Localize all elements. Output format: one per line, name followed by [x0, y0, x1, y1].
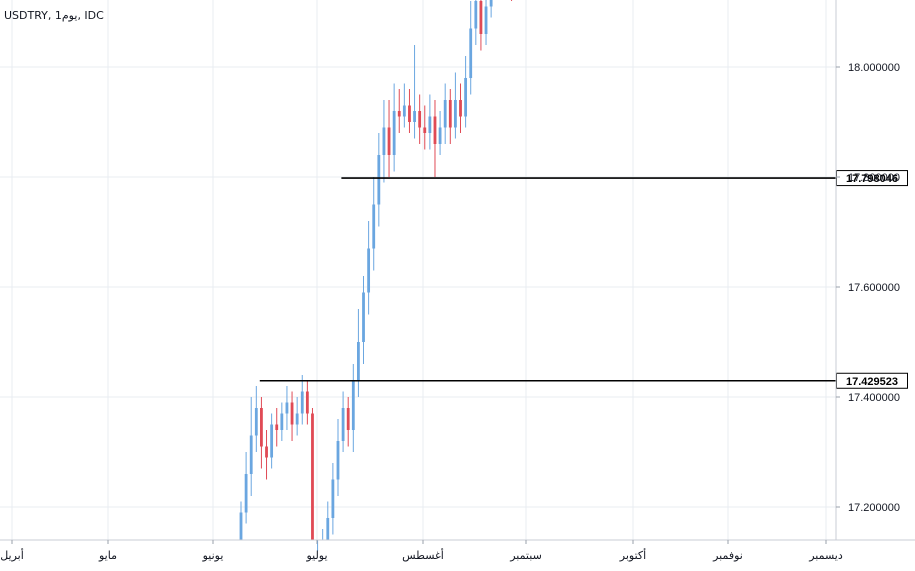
time-tick-label: نوفمبر — [712, 549, 743, 562]
candle-body — [346, 408, 350, 430]
candle-body — [270, 424, 274, 458]
price-axis[interactable]: 17.200000 17.400000 17.600000 17.800000 18.0… — [835, 0, 900, 540]
candle-body — [408, 105, 411, 122]
level-label: 17.429523 — [846, 376, 898, 388]
candle-body — [285, 402, 289, 414]
candle-body — [357, 342, 360, 381]
candle-body — [464, 78, 468, 117]
candle-body — [326, 518, 330, 540]
price-tick-label: 17.400000 — [848, 392, 900, 404]
time-tick-label: سبتمبر — [509, 549, 542, 562]
candle-body — [244, 474, 248, 513]
candle-body — [469, 28, 473, 78]
symbol-legend: USDTRY, 1يوم, IDC — [4, 9, 104, 22]
candle-body — [351, 380, 355, 430]
candle-body — [239, 512, 243, 540]
price-tick-label: 17.800000 — [848, 172, 900, 184]
candle-body — [336, 441, 340, 480]
candle-body — [392, 111, 396, 155]
candle-body — [275, 424, 279, 430]
candle-body — [438, 127, 442, 144]
candle-body — [341, 408, 345, 441]
time-tick-label: ديسمبر — [808, 549, 843, 562]
candle-body — [433, 116, 437, 144]
candle-body — [448, 100, 452, 128]
candle-body — [484, 6, 488, 34]
candle-body — [413, 111, 416, 122]
time-tick-label: أبريل — [0, 548, 24, 562]
time-tick-label: مايو — [98, 549, 117, 562]
candle-body — [311, 413, 314, 540]
candle-body — [377, 155, 381, 205]
candle-body — [367, 248, 371, 293]
price-tick-label: 18.000000 — [848, 62, 900, 74]
candle-body — [474, 0, 478, 29]
time-tick-label: أغسطس — [402, 548, 444, 562]
candle-body — [290, 402, 294, 425]
candle-body — [489, 0, 493, 7]
time-tick-label: يونيو — [202, 549, 224, 562]
candle-body — [382, 127, 386, 155]
level-label-bg — [837, 171, 907, 186]
candle-body — [362, 292, 365, 342]
candle-body — [331, 479, 335, 518]
candle-body — [418, 111, 422, 128]
candle-body — [280, 413, 284, 430]
candle-body — [423, 127, 427, 133]
time-tick-label: أكتوبر — [619, 548, 646, 562]
candle-body — [249, 435, 253, 474]
candle-body — [459, 100, 462, 117]
candle-body — [295, 413, 299, 425]
price-tick-label: 17.200000 — [848, 502, 900, 514]
chart-grid — [0, 0, 836, 540]
candle-body — [300, 391, 304, 414]
candles-layer — [239, 0, 513, 551]
candle-body — [260, 408, 263, 447]
time-axis[interactable]: أبريل مايو يونيو يوليو أغسطس سبتمبر أكتوبر نوفم… — [0, 539, 915, 562]
candle-body — [254, 408, 258, 436]
candle-body — [397, 111, 401, 117]
level-label: 17.798046 — [846, 173, 898, 185]
candle-body — [453, 100, 457, 128]
candle-body — [265, 446, 268, 458]
candle-body — [402, 105, 406, 117]
candle-body — [387, 127, 391, 155]
level-label-bg — [837, 373, 907, 388]
candle-body — [443, 100, 447, 128]
price-tick-label: 17.600000 — [848, 282, 900, 294]
support-resistance-levels: 19.01060518.68963418.40432618.20223317.7… — [259, 170, 908, 389]
candle-body — [479, 0, 483, 34]
candle-body — [305, 391, 309, 414]
time-tick-label: يوليو — [305, 549, 327, 562]
candle-body — [372, 204, 376, 249]
candle-body — [428, 116, 432, 133]
